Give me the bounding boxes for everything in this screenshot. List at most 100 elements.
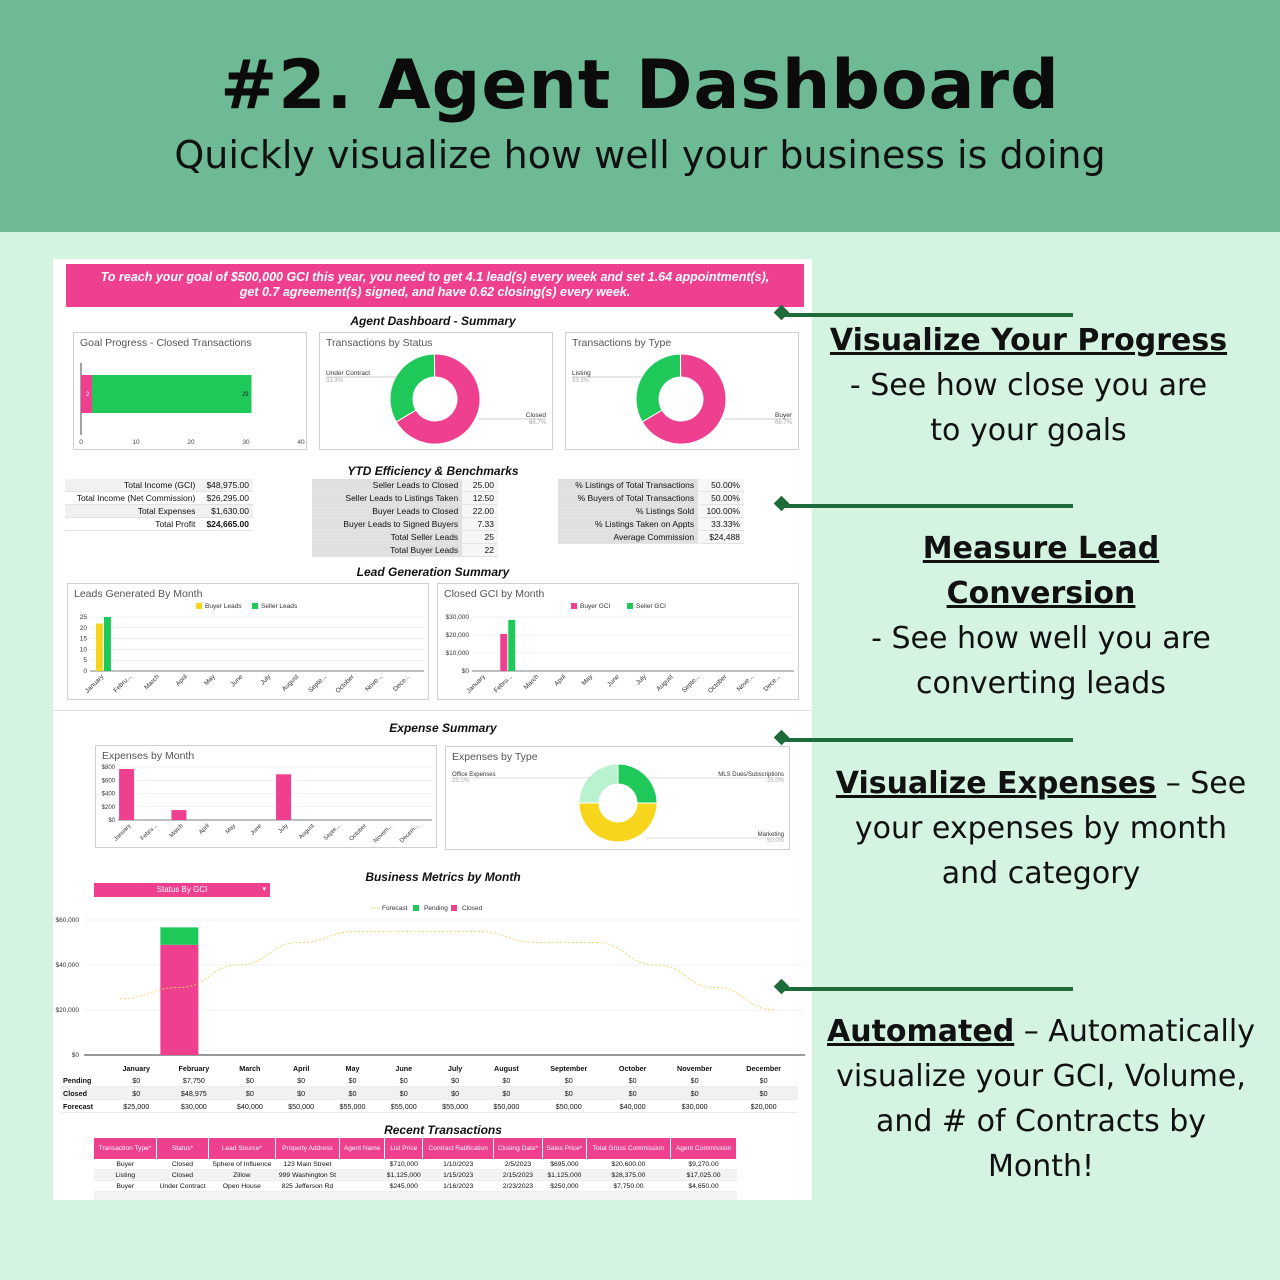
- leads-by-month-card[interactable]: Leads Generated By Month 0 5 10 15 20 25 Janua…: [67, 583, 429, 700]
- table-cell: $55,000: [378, 1099, 430, 1113]
- table-cell: [339, 1180, 385, 1192]
- row-value: $1,630.00: [199, 504, 253, 518]
- table-row: Buyer Under Contract Open House 825 Jeffers…: [94, 1180, 737, 1192]
- table-cell: $695,000: [542, 1159, 587, 1170]
- expenses-by-month-card[interactable]: Expenses by Month $0 $200 $400 $600 $800 Janu…: [95, 745, 437, 848]
- table-cell: [208, 1191, 276, 1200]
- slice-pct: 66.7%: [529, 420, 547, 426]
- goal-progress-card[interactable]: Goal Progress - Closed Transactions 2 29 0…: [73, 332, 307, 450]
- legend-swatch: [627, 603, 633, 609]
- row-value: 7.33: [462, 517, 498, 531]
- column-header: December: [746, 1064, 782, 1073]
- category-label: August: [281, 673, 300, 692]
- connector-line-4: [773, 978, 1073, 995]
- tick-label: 20: [187, 439, 195, 446]
- table-cell: $17,025.00: [670, 1169, 737, 1181]
- summary-section-title: Agent Dashboard - Summary: [350, 314, 516, 328]
- table-cell: [339, 1169, 385, 1181]
- row-label: Total Income (Net Commission): [65, 491, 200, 505]
- legend-label: Seller Leads: [261, 603, 298, 610]
- table-cell: Buyer: [94, 1159, 157, 1170]
- column-header: Sales Price*: [542, 1138, 587, 1159]
- legend-label: Pending: [424, 905, 448, 912]
- column-header: November: [677, 1064, 713, 1073]
- table-cell: Under Contract: [156, 1180, 209, 1192]
- expenses-by-type-card[interactable]: Expenses by Type Office Expenses 25.1% MLS…: [445, 746, 790, 850]
- bar: [171, 810, 187, 820]
- column-header: Transaction Type*: [94, 1138, 157, 1159]
- row-label: % Listings of Total Transactions: [558, 479, 699, 492]
- goal-bar: [92, 375, 252, 413]
- table-cell: $0: [326, 1086, 379, 1100]
- table-row: Closed $0 $48,975 $0 $0 $0 $0 $0 $0 $0 $0 $0 $0: [61, 1086, 798, 1100]
- goal-banner-line-1: To reach your goal of $500,000 GCI this …: [100, 270, 770, 284]
- row-label: Total Expenses: [65, 504, 200, 518]
- column-header: October: [618, 1064, 647, 1073]
- table-row: % Listings of Total Transactions 50.00%: [558, 479, 744, 492]
- table-row: Buyer Closed Sphere of Influence 123 Main S…: [94, 1159, 737, 1170]
- table-row: Total Profit $24,665.00: [65, 517, 253, 531]
- callout-leads-title: Measure Lead Conversion: [922, 531, 1160, 611]
- data-label: 29: [242, 392, 249, 398]
- bar: [119, 768, 135, 820]
- table-cell: $0: [429, 1074, 481, 1087]
- dashboard-sheet[interactable]: To reach your goal of $500,000 GCI this …: [53, 259, 812, 1200]
- tick-label: 20: [80, 625, 88, 632]
- table-cell: $4,650.00: [670, 1180, 737, 1192]
- status-donut-card[interactable]: Transactions by Status Under Contract 33.…: [319, 332, 553, 450]
- tick-label: 30: [242, 439, 250, 446]
- column-header: Property Address: [275, 1138, 341, 1159]
- category-label: Nove...: [736, 673, 756, 693]
- row-value: 22: [462, 543, 498, 557]
- category-label: May: [581, 673, 595, 687]
- callout-progress: Visualize Your Progress - See how close …: [826, 318, 1231, 453]
- category-label: Nove...: [364, 673, 384, 693]
- table-cell: Open House: [208, 1180, 276, 1192]
- column-header: January: [122, 1064, 151, 1073]
- bar: [103, 617, 111, 671]
- forecast-line: [119, 930, 776, 1011]
- category-label: October: [335, 673, 357, 695]
- metric-dropdown[interactable]: Status By GCI ▾: [94, 883, 270, 897]
- donut-slice: [389, 353, 436, 423]
- donut-slice: [395, 353, 481, 445]
- row-value: $26,295.00: [199, 491, 253, 505]
- table-cell: 2/15/2023: [493, 1169, 543, 1181]
- table-cell: $0: [109, 1086, 164, 1100]
- category-label: April: [175, 673, 190, 688]
- callout-progress-title: Visualize Your Progress: [829, 323, 1228, 358]
- table-row: Forecast $25,000 $30,000 $40,000 $50,000 $55,…: [61, 1099, 798, 1113]
- category-label: Novem...: [373, 823, 394, 844]
- row-label: Forecast: [61, 1099, 109, 1113]
- table-cell: $20,000: [729, 1099, 798, 1113]
- section-divider: [53, 710, 812, 711]
- callout-automated-title: Automated: [827, 1014, 1015, 1049]
- table-cell: Listing: [94, 1169, 157, 1181]
- table-cell: $245,000: [384, 1180, 423, 1192]
- table-cell: [670, 1191, 737, 1200]
- row-label: Closed: [61, 1086, 109, 1100]
- category-label: October: [349, 823, 368, 842]
- bar: [95, 623, 103, 671]
- category-label: March: [169, 823, 185, 839]
- category-label: May: [203, 673, 217, 687]
- gci-by-month-card[interactable]: Closed GCI by Month $0 $10,000 $20,000 $30,…: [437, 583, 799, 700]
- slice-label: Marketing: [758, 832, 784, 838]
- type-donut-card[interactable]: Transactions by Type Listing 33.3% Buyer 66…: [565, 332, 799, 450]
- table-row: Total Income (Net Commission) $26,295.00: [65, 491, 253, 505]
- category-label: April: [553, 673, 568, 688]
- row-label: Buyer Leads to Closed: [312, 504, 463, 518]
- column-header: February: [178, 1064, 210, 1073]
- goal-progress-chart: 2 29 0 10 20 30 40: [79, 363, 305, 446]
- data-label: 2: [86, 392, 90, 398]
- table-cell: $0: [480, 1074, 533, 1087]
- table-row: % Listings Sold 100.00%: [558, 504, 744, 518]
- table-cell: $25,000: [109, 1099, 164, 1113]
- row-value: 33.33%: [698, 517, 744, 531]
- goal-progress-title: Goal Progress - Closed Transactions: [80, 337, 252, 349]
- category-label: August: [655, 673, 674, 692]
- page-subtitle: Quickly visualize how well your business…: [174, 133, 1106, 177]
- table-cell: Closed: [156, 1169, 209, 1181]
